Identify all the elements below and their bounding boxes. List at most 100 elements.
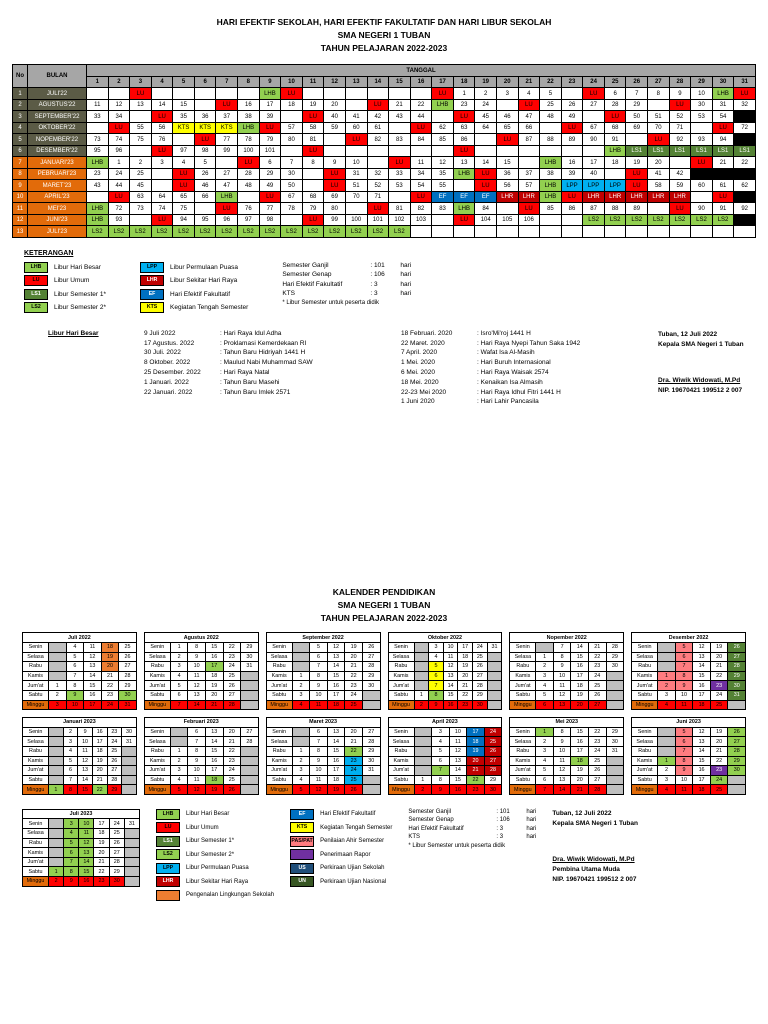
mini-day-cell: 29 [361,745,381,757]
legend-item: LHR Libur Sekitar Hari Raya [140,275,248,287]
mini-day-cell: 20 [91,765,108,776]
mini-week-row: Rabu 4 11 18 25 [22,745,137,757]
mini-week-row: Rabu 7 14 21 28 [631,661,746,672]
holiday-name: : Hari Raya Natal [220,368,270,376]
mini-calendar-grid: Juli 2022 Senin 4 11 18 25 Selasa 5 12 19 26 Rabu 6 1… [12,624,756,795]
legend-item: KTS Kegiatan Tengah Semester [140,302,248,314]
mini-day-cell: 24 [483,726,503,738]
mini-day-cell: 8 [431,774,450,786]
holiday-date: 6 Mei. 2020 [401,368,435,376]
day-cell: 15 [495,156,519,169]
day-cell [86,121,109,135]
day-label-sabtu: Sabtu [387,774,415,786]
day-label-minggu: Minggu [387,784,415,795]
day-cell: 86 [560,202,584,215]
mini-day-cell: 4 [169,670,189,682]
day-cell [733,110,756,123]
day-cell [495,98,519,112]
mini-day-cell [291,651,311,663]
day-cell: 80 [323,202,346,215]
day-cell [582,225,605,238]
day-label-selasa: Selasa [631,651,659,663]
day-cell: 29 [625,98,649,112]
day-cell: LHB [86,156,109,169]
mini-day-cell: 23 [93,876,110,887]
day-cell: 87 [582,202,605,215]
day-cell: LHB [539,179,562,192]
month-label: MARET'23 [27,179,87,192]
mini-day-cell: 2 [291,755,311,767]
legend-item: LPP Libur Permulaan Puasa [156,862,274,874]
mini-month-title: September 2022 [265,632,381,643]
day-cell: 63 [129,190,152,204]
holiday-item: 22 Maret. 2020: Hari Raya Nyepi Tahun Sa… [401,340,636,347]
day-cell [280,110,303,123]
mini-day-cell: 4 [63,828,80,839]
day-cell [668,156,692,169]
mini-day-cell [605,765,625,776]
calendar-title-line2: SMA NEGERI 1 TUBAN [337,599,431,610]
mini-week-row: Selasa 5 12 19 26 [22,651,137,663]
mini-day-cell: 5 [63,837,80,849]
day-cell: 100 [237,144,260,158]
day-label-selasa: Selasa [265,736,293,747]
day-cell [388,87,411,100]
date-header: 18 [452,75,476,89]
mini-day-cell: 28 [106,774,123,786]
day-cell: 56 [150,121,174,135]
day-cell: 95 [193,213,217,227]
day-cell [150,167,174,181]
month-label: JANUARI'23 [27,156,87,169]
mini-week-row: Kamis 6 13 20 27 [387,755,503,767]
mini-day-cell: 12 [187,784,206,795]
mini-day-cell: 18 [457,651,473,663]
day-cell: 67 [582,121,605,135]
mini-week-row: Minggu 4 11 18 25 [631,699,746,711]
mini-day-cell: 1 [48,784,64,795]
stat-row: Hari Efektif Fakultatif: 3 hari [282,281,411,288]
mini-calendar: Agustus 2022 Senin 1 8 15 22 29 Selasa 2 9 16 23 30 R… [143,632,259,711]
mini-week-row: Kamis 2 9 16 23 [143,755,259,767]
day-cell: LU [647,133,670,146]
mini-day-cell: 12 [187,680,206,691]
day-cell: LU [625,179,649,192]
mini-week-row: Jum'at 4 11 18 25 [509,680,625,691]
mini-day-cell: 28 [240,736,259,747]
mini-day-cell [47,856,65,868]
day-cell [129,144,152,158]
day-cell: LU [323,179,346,192]
mini-day-cell: 9 [674,680,694,691]
day-label-rabu: Rabu [387,661,415,672]
date-header: 2 [107,75,131,89]
signature-place-date: Tuban, 12 Juli 2022 [658,330,718,338]
day-cell: LHB [237,121,260,135]
day-cell: 17 [582,156,605,169]
mini-day-cell: 7 [62,774,79,786]
month-row: 7 JANUARI'23 LHB 1 2 3 4 5 LU 6 7 8 9 10 LU 11 12 13 14 15 L… [12,156,756,169]
day-cell [539,144,562,158]
mini-day-cell: 19 [457,661,473,672]
mini-day-cell: 3 [657,774,676,786]
signature-bottom: Tuban, 12 Juli 2022 Kepala SMA Negeri 1 … [552,809,638,885]
mini-day-cell: 15 [326,745,346,757]
mini-day-cell: 11 [309,699,328,711]
mini-day-cell [240,774,259,786]
mini-day-cell [123,828,141,839]
calendar-title-line1: KALENDER PENDIDIKAN [332,587,436,598]
mini-day-cell: 16 [692,765,711,776]
mini-calendar-slot: September 2022 Senin 5 12 19 26 Selasa 6 13 20 27 R… [265,632,381,711]
day-cell [366,87,390,100]
mini-day-cell: 27 [222,689,242,701]
legend-label: Pengenalan Lingkungan Sekolah [186,892,275,899]
mini-day-cell: 12 [448,745,468,757]
holiday-name: : Tahun Baru Imlek 2571 [220,388,291,396]
mini-day-cell: 1 [413,774,433,786]
mini-day-cell: 7 [428,680,444,691]
day-cell: 50 [625,110,649,123]
mini-day-cell: 2 [47,876,65,887]
day-label-selasa: Selasa [143,651,171,663]
mini-day-cell: 5 [674,641,694,653]
mini-week-row: Kamis 5 12 19 26 [22,755,137,767]
day-cell [452,179,476,192]
day-cell: LU [301,213,325,227]
